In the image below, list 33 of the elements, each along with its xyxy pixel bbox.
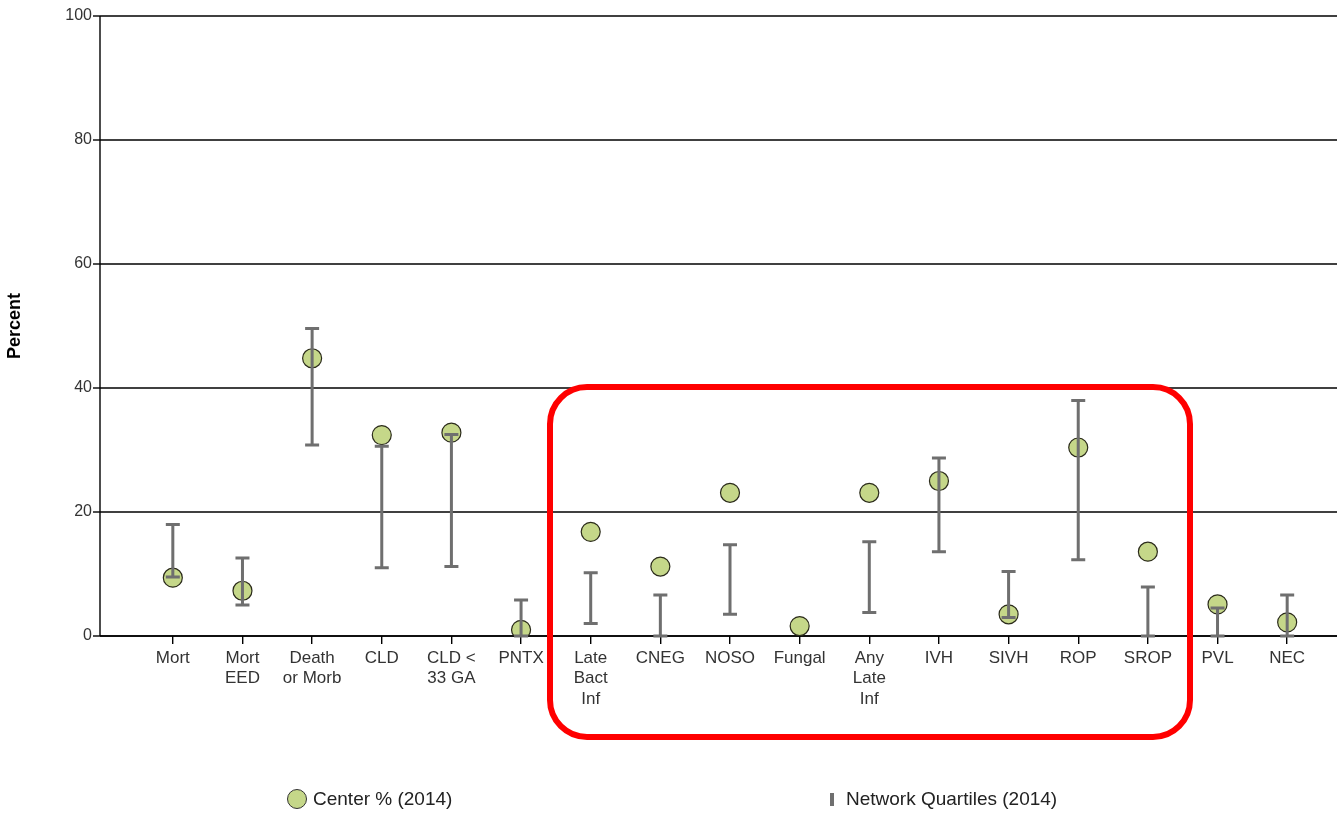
y-axis-title: Percent	[3, 292, 24, 360]
point	[580, 521, 601, 542]
x-tick-label: ROP	[1059, 647, 1097, 667]
x-tick-label: Late Bact Inf	[573, 647, 608, 708]
y-tick-label: 20	[74, 502, 93, 520]
x-tick-label: Death or Morb	[282, 647, 342, 688]
text: Network Quartiles (2014)	[846, 788, 1058, 810]
x-tick-label: IVH	[924, 647, 954, 667]
y-tick-label: 80	[74, 130, 93, 148]
point	[371, 425, 392, 446]
y-tick-label: 100	[65, 6, 93, 24]
x-tick-label: CNEG	[635, 647, 685, 667]
legend-label: Center % (2014)	[313, 788, 453, 810]
point	[859, 482, 880, 503]
y-tick-label: 40	[74, 378, 93, 396]
y-tick-label: 60	[74, 254, 93, 272]
point	[650, 556, 671, 577]
x-tick-label: Mort EED	[224, 647, 260, 688]
x-tick-label: Fungal	[773, 647, 826, 667]
point	[1137, 541, 1158, 562]
x-tick-label: CLD < 33 GA	[427, 647, 477, 688]
point	[789, 615, 810, 636]
point	[719, 482, 741, 503]
x-tick-label: NEC	[1269, 647, 1306, 667]
x-tick-label: Mort	[155, 647, 191, 667]
x-tick-label: Any Late Inf	[852, 647, 886, 708]
x-tick-label: SIVH	[988, 647, 1029, 667]
y-tick-label: 0	[83, 626, 93, 644]
x-tick-label: NOSO	[704, 647, 756, 667]
x-tick-label: SROP	[1123, 647, 1172, 667]
x-tick-label: CLD	[364, 647, 399, 667]
x-tick-label: PVL	[1201, 647, 1234, 667]
x-tick-label: PNTX	[498, 647, 544, 667]
